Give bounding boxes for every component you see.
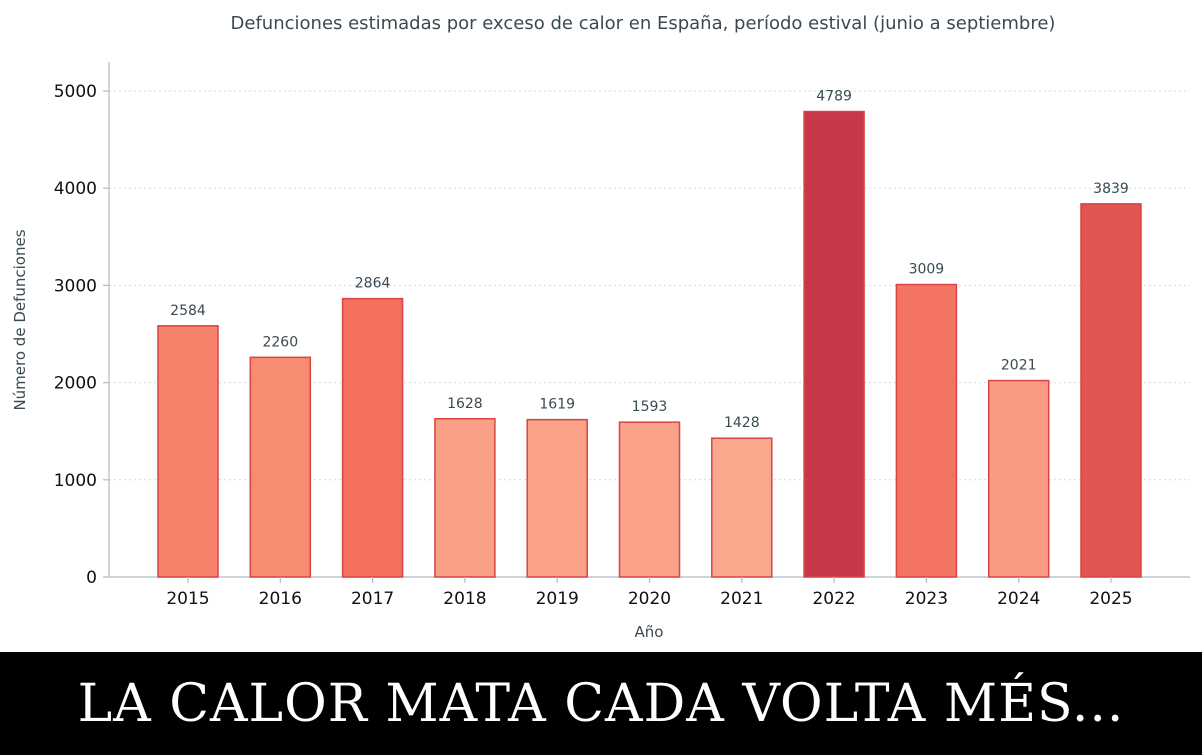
bar-2024 (987, 379, 1050, 578)
bar-2017 (341, 297, 404, 578)
value-label: 4789 (816, 89, 852, 105)
x-tick-label: 2020 (628, 589, 671, 609)
y-tick-label: 3000 (54, 276, 97, 296)
x-tick-label: 2024 (997, 589, 1040, 609)
value-label: 2260 (262, 334, 298, 350)
value-label: 3839 (1093, 181, 1129, 197)
y-ticks: 0 1000 2000 3000 4000 5000 (54, 82, 109, 588)
bars (157, 110, 1142, 578)
value-label: 2864 (355, 276, 391, 292)
caption-text: LA CALOR MATA CADA VOLTA MÉS... (77, 673, 1125, 734)
value-label: 3009 (909, 262, 945, 278)
y-tick-label: 2000 (54, 374, 97, 394)
x-tick-label: 2018 (443, 589, 486, 609)
x-tick-label: 2017 (351, 589, 394, 609)
x-tick-label: 2023 (905, 589, 948, 609)
y-tick-label: 5000 (54, 82, 97, 102)
value-label: 2584 (170, 303, 206, 319)
value-labels: 2584 2260 2864 1628 1619 1593 1428 4789 3009 2021… (170, 89, 1129, 432)
bar-2018 (434, 418, 496, 578)
bar-2022 (803, 110, 865, 578)
x-ticks: 2015 2016 2017 2018 2019 2020 2021 2022 2023 2024… (166, 577, 1133, 609)
bar-2020 (618, 421, 681, 578)
bar-chart: Defunciones estimadas por exceso de calo… (11, 13, 1190, 641)
value-label: 1593 (632, 399, 668, 415)
bar-2016 (249, 356, 312, 578)
x-tick-label: 2025 (1089, 589, 1132, 609)
x-tick-label: 2015 (166, 589, 209, 609)
x-tick-label: 2021 (720, 589, 763, 609)
x-axis-label: Año (635, 623, 664, 641)
y-tick-label: 0 (86, 568, 97, 588)
x-tick-label: 2016 (259, 589, 302, 609)
bar-2025 (1080, 203, 1142, 578)
x-tick-label: 2019 (536, 589, 579, 609)
caption-banner: LA CALOR MATA CADA VOLTA MÉS... (0, 652, 1202, 755)
value-label: 1428 (724, 415, 760, 431)
bar-2023 (895, 283, 958, 578)
bar-2019 (526, 418, 588, 578)
x-tick-label: 2022 (812, 589, 855, 609)
chart-title: Defunciones estimadas por exceso de calo… (231, 13, 1056, 34)
y-tick-label: 4000 (54, 179, 97, 199)
value-label: 2021 (1001, 358, 1037, 374)
y-axis-label: Número de Defunciones (11, 229, 29, 410)
bar-2021 (711, 437, 773, 578)
value-label: 1619 (539, 397, 575, 413)
bar-2015 (157, 325, 219, 578)
y-tick-label: 1000 (54, 471, 97, 491)
value-label: 1628 (447, 396, 483, 412)
